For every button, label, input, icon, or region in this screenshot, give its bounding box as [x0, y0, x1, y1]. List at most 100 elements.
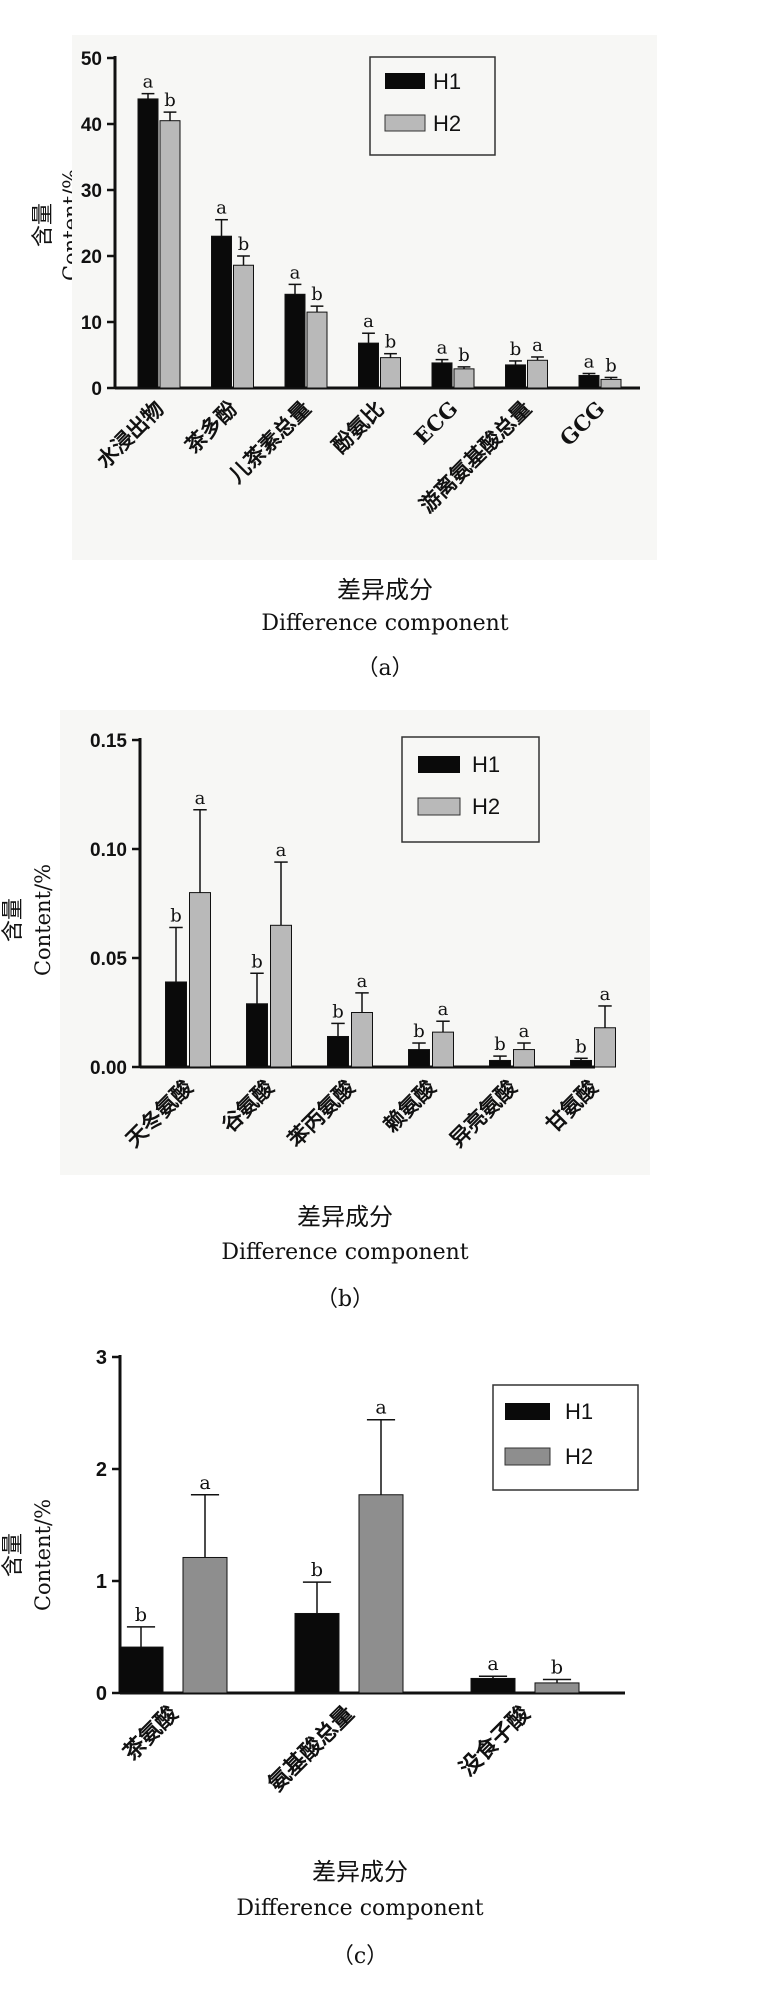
bar-h2 — [351, 1012, 373, 1068]
bar-h2 — [189, 892, 211, 1068]
legend-label-h1: H1 — [472, 752, 500, 777]
panel-a-xlabel-cn: 差异成分 — [337, 576, 433, 604]
y-tick-label: 0.00 — [90, 1058, 127, 1079]
significance-letter: b — [551, 1657, 563, 1679]
bar-h2 — [594, 1027, 616, 1068]
panel-b-xlabel-en: Difference component — [221, 1240, 468, 1265]
bar-h2 — [233, 264, 254, 389]
legend-swatch-h1 — [418, 756, 460, 773]
legend-label-h1: H1 — [565, 1399, 593, 1424]
bar-h1 — [358, 342, 379, 389]
panel-b-label: （b） — [316, 1287, 374, 1312]
plot-background — [60, 710, 650, 1175]
bar-h1 — [505, 364, 526, 389]
bar-h1 — [470, 1677, 516, 1694]
significance-letter: b — [458, 345, 470, 366]
bar-h1 — [246, 1003, 268, 1068]
legend-box — [492, 1384, 639, 1491]
significance-letter: b — [510, 339, 522, 360]
panel-a-xlabel-en: Difference component — [261, 611, 508, 636]
panel-c-label: （c） — [332, 1944, 388, 1969]
y-tick-label: 3 — [96, 1347, 107, 1369]
panel-a-legend: H1 H2 — [369, 56, 496, 156]
significance-letter: a — [438, 999, 449, 1020]
bar-h2 — [270, 924, 292, 1068]
significance-letter: a — [199, 1472, 210, 1494]
significance-letter: a — [290, 262, 301, 283]
panel-b-xlabel-cn: 差异成分 — [297, 1203, 393, 1231]
bar-h1 — [211, 235, 232, 389]
significance-letter: b — [238, 234, 250, 255]
significance-letter: b — [311, 284, 323, 305]
legend-swatch-h2 — [384, 114, 426, 132]
significance-letter: b — [575, 1036, 587, 1057]
legend-swatch-h2 — [417, 797, 461, 816]
y-tick-label: 0 — [96, 1683, 107, 1705]
bar-h1 — [327, 1035, 349, 1068]
bar-h1 — [294, 1612, 340, 1694]
bar-h1 — [118, 1646, 164, 1694]
y-tick-label: 50 — [81, 49, 102, 70]
legend-label-h1: H1 — [433, 69, 461, 94]
y-tick-label: 40 — [81, 115, 102, 136]
bar-h1 — [578, 374, 600, 389]
legend-label-h2: H2 — [433, 111, 461, 136]
significance-letter: b — [311, 1559, 323, 1581]
bar-h2 — [527, 359, 548, 389]
y-tick-label: 10 — [81, 313, 102, 334]
panel-b-plot: 0.000.050.100.15ba天冬氨酸ba谷氨酸ba苯丙氨酸ba赖氨酸ba… — [60, 710, 650, 1175]
bar-h2 — [432, 1031, 454, 1068]
significance-letter: a — [437, 338, 448, 359]
significance-letter: a — [195, 788, 206, 809]
bar-h2 — [380, 357, 401, 389]
bar-h1 — [489, 1059, 511, 1068]
bar-h1 — [408, 1049, 430, 1068]
bar-h1 — [137, 98, 159, 389]
panel-c-legend: H1 H2 — [492, 1384, 639, 1491]
y-tick-label: 0.15 — [90, 731, 127, 752]
legend-swatch-h1 — [385, 73, 425, 89]
bar-h2 — [159, 120, 181, 389]
y-tick-label: 0.05 — [90, 949, 127, 970]
legend-label-h2: H2 — [472, 794, 500, 819]
bar-h2 — [306, 311, 328, 389]
y-tick-label: 20 — [81, 247, 102, 268]
significance-letter: a — [357, 971, 368, 992]
bar-h1 — [431, 362, 453, 389]
significance-letter: a — [143, 72, 154, 93]
bar-h2 — [182, 1556, 228, 1694]
significance-letter: b — [413, 1021, 425, 1042]
y-tick-label: 30 — [81, 181, 102, 202]
legend-swatch-h1 — [505, 1403, 550, 1420]
significance-letter: a — [487, 1653, 498, 1675]
significance-letter: a — [375, 1397, 386, 1419]
significance-letter: a — [584, 351, 595, 372]
x-category-label: 氨基酸总量 — [263, 1701, 359, 1797]
y-tick-label: 1 — [96, 1571, 107, 1593]
panel-c: 含量 Content/% 0 1 2 3 b a 茶氨酸 b a 氨基酸总量 a b 没食子酸 H1 H… — [1, 1347, 639, 1969]
significance-letter: b — [251, 951, 263, 972]
x-category-label: 茶氨酸 — [118, 1700, 184, 1766]
significance-letter: b — [164, 90, 176, 111]
significance-letter: a — [600, 984, 611, 1005]
panel-c-ylabel-cn: 含量 — [1, 1533, 26, 1577]
panel-b-ylabel-cn: 含量 — [1, 898, 26, 942]
bar-h2 — [513, 1049, 535, 1068]
panel-a: 含量 Content/% 01020304050ab水浸出物ab茶多酚ab儿茶素… — [31, 35, 657, 681]
bar-h2 — [453, 368, 475, 389]
significance-letter: b — [332, 1001, 344, 1022]
bar-h1 — [570, 1059, 592, 1068]
significance-letter: b — [605, 355, 617, 376]
significance-letter: a — [276, 840, 287, 861]
panel-c-xlabel-en: Difference component — [236, 1896, 483, 1921]
y-tick-label: 2 — [96, 1459, 107, 1481]
panel-b-legend: H1 H2 — [401, 736, 540, 843]
significance-letter: a — [363, 311, 374, 332]
bar-h2 — [600, 378, 622, 389]
bar-h2 — [534, 1682, 580, 1694]
significance-letter: b — [135, 1604, 147, 1626]
y-tick-label: 0.10 — [90, 840, 127, 861]
significance-letter: a — [532, 335, 543, 356]
